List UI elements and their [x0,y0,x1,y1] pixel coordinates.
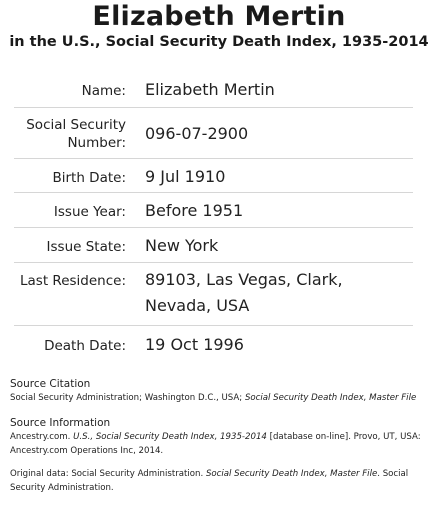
source-information-text-part: [database on-line]. Provo, UT, USA: Ance… [10,432,421,456]
source-citation-text: Social Security Administration; Washingt… [10,391,434,405]
field-label: Social Security Number: [26,117,126,151]
field-row-issue-year: Issue Year: Before 1951 [0,193,438,228]
sources-section: Source Citation Social Security Administ… [10,377,434,495]
original-data-text-part: . Social Security Administration. [10,469,409,493]
field-row-ssn: Social Security Number: 096-07-2900 [0,108,438,159]
field-label: Death Date: [44,338,126,354]
source-information-text-part: Ancestry.com. [10,432,74,442]
page-title: Elizabeth Mertin [92,1,346,32]
source-citation-heading: Source Citation [10,378,91,390]
source-citation-text-part: Social Security Administration; Washingt… [10,393,245,403]
original-data-text-part: Original data: Social Security Administr… [10,469,206,479]
field-label: Last Residence: [20,273,126,289]
field-label: Name: [81,83,126,99]
record-fields: Name: Elizabeth Mertin Social Security N… [0,73,438,360]
field-value: 096-07-2900 [145,124,249,143]
source-citation-title: Social Security Death Index, Master File [244,393,417,403]
field-row-last-residence: Last Residence: 89103, Las Vegas, Clark,… [0,263,438,326]
field-row-issue-state: Issue State: New York [0,228,438,263]
field-row-birth-date: Birth Date: 9 Jul 1910 [0,159,438,193]
original-data-text: Original data: Social Security Administr… [10,467,434,495]
original-data-title: Social Security Death Index, Master File [205,469,378,479]
field-value: New York [145,236,219,255]
field-row-name: Name: Elizabeth Mertin [0,73,438,108]
source-information-heading: Source Information [10,417,111,429]
field-value: 89103, Las Vegas, Clark, Nevada, USA [145,270,343,315]
collection-subtitle: in the U.S., Social Security Death Index… [9,34,429,50]
source-information-text: Ancestry.com. U.S., Social Security Deat… [10,430,434,458]
field-value: 19 Oct 1996 [145,335,244,354]
record-header: Elizabeth Mertin in the U.S., Social Sec… [0,0,438,52]
source-information-title: U.S., Social Security Death Index, 1935-… [73,432,267,442]
field-row-death-date: Death Date: 19 Oct 1996 [0,326,438,360]
field-value: 9 Jul 1910 [145,167,226,186]
field-value: Before 1951 [145,201,244,220]
field-label: Issue Year: [53,204,126,220]
field-label: Birth Date: [52,170,126,186]
field-label: Issue State: [46,239,126,255]
field-value: Elizabeth Mertin [145,80,275,99]
